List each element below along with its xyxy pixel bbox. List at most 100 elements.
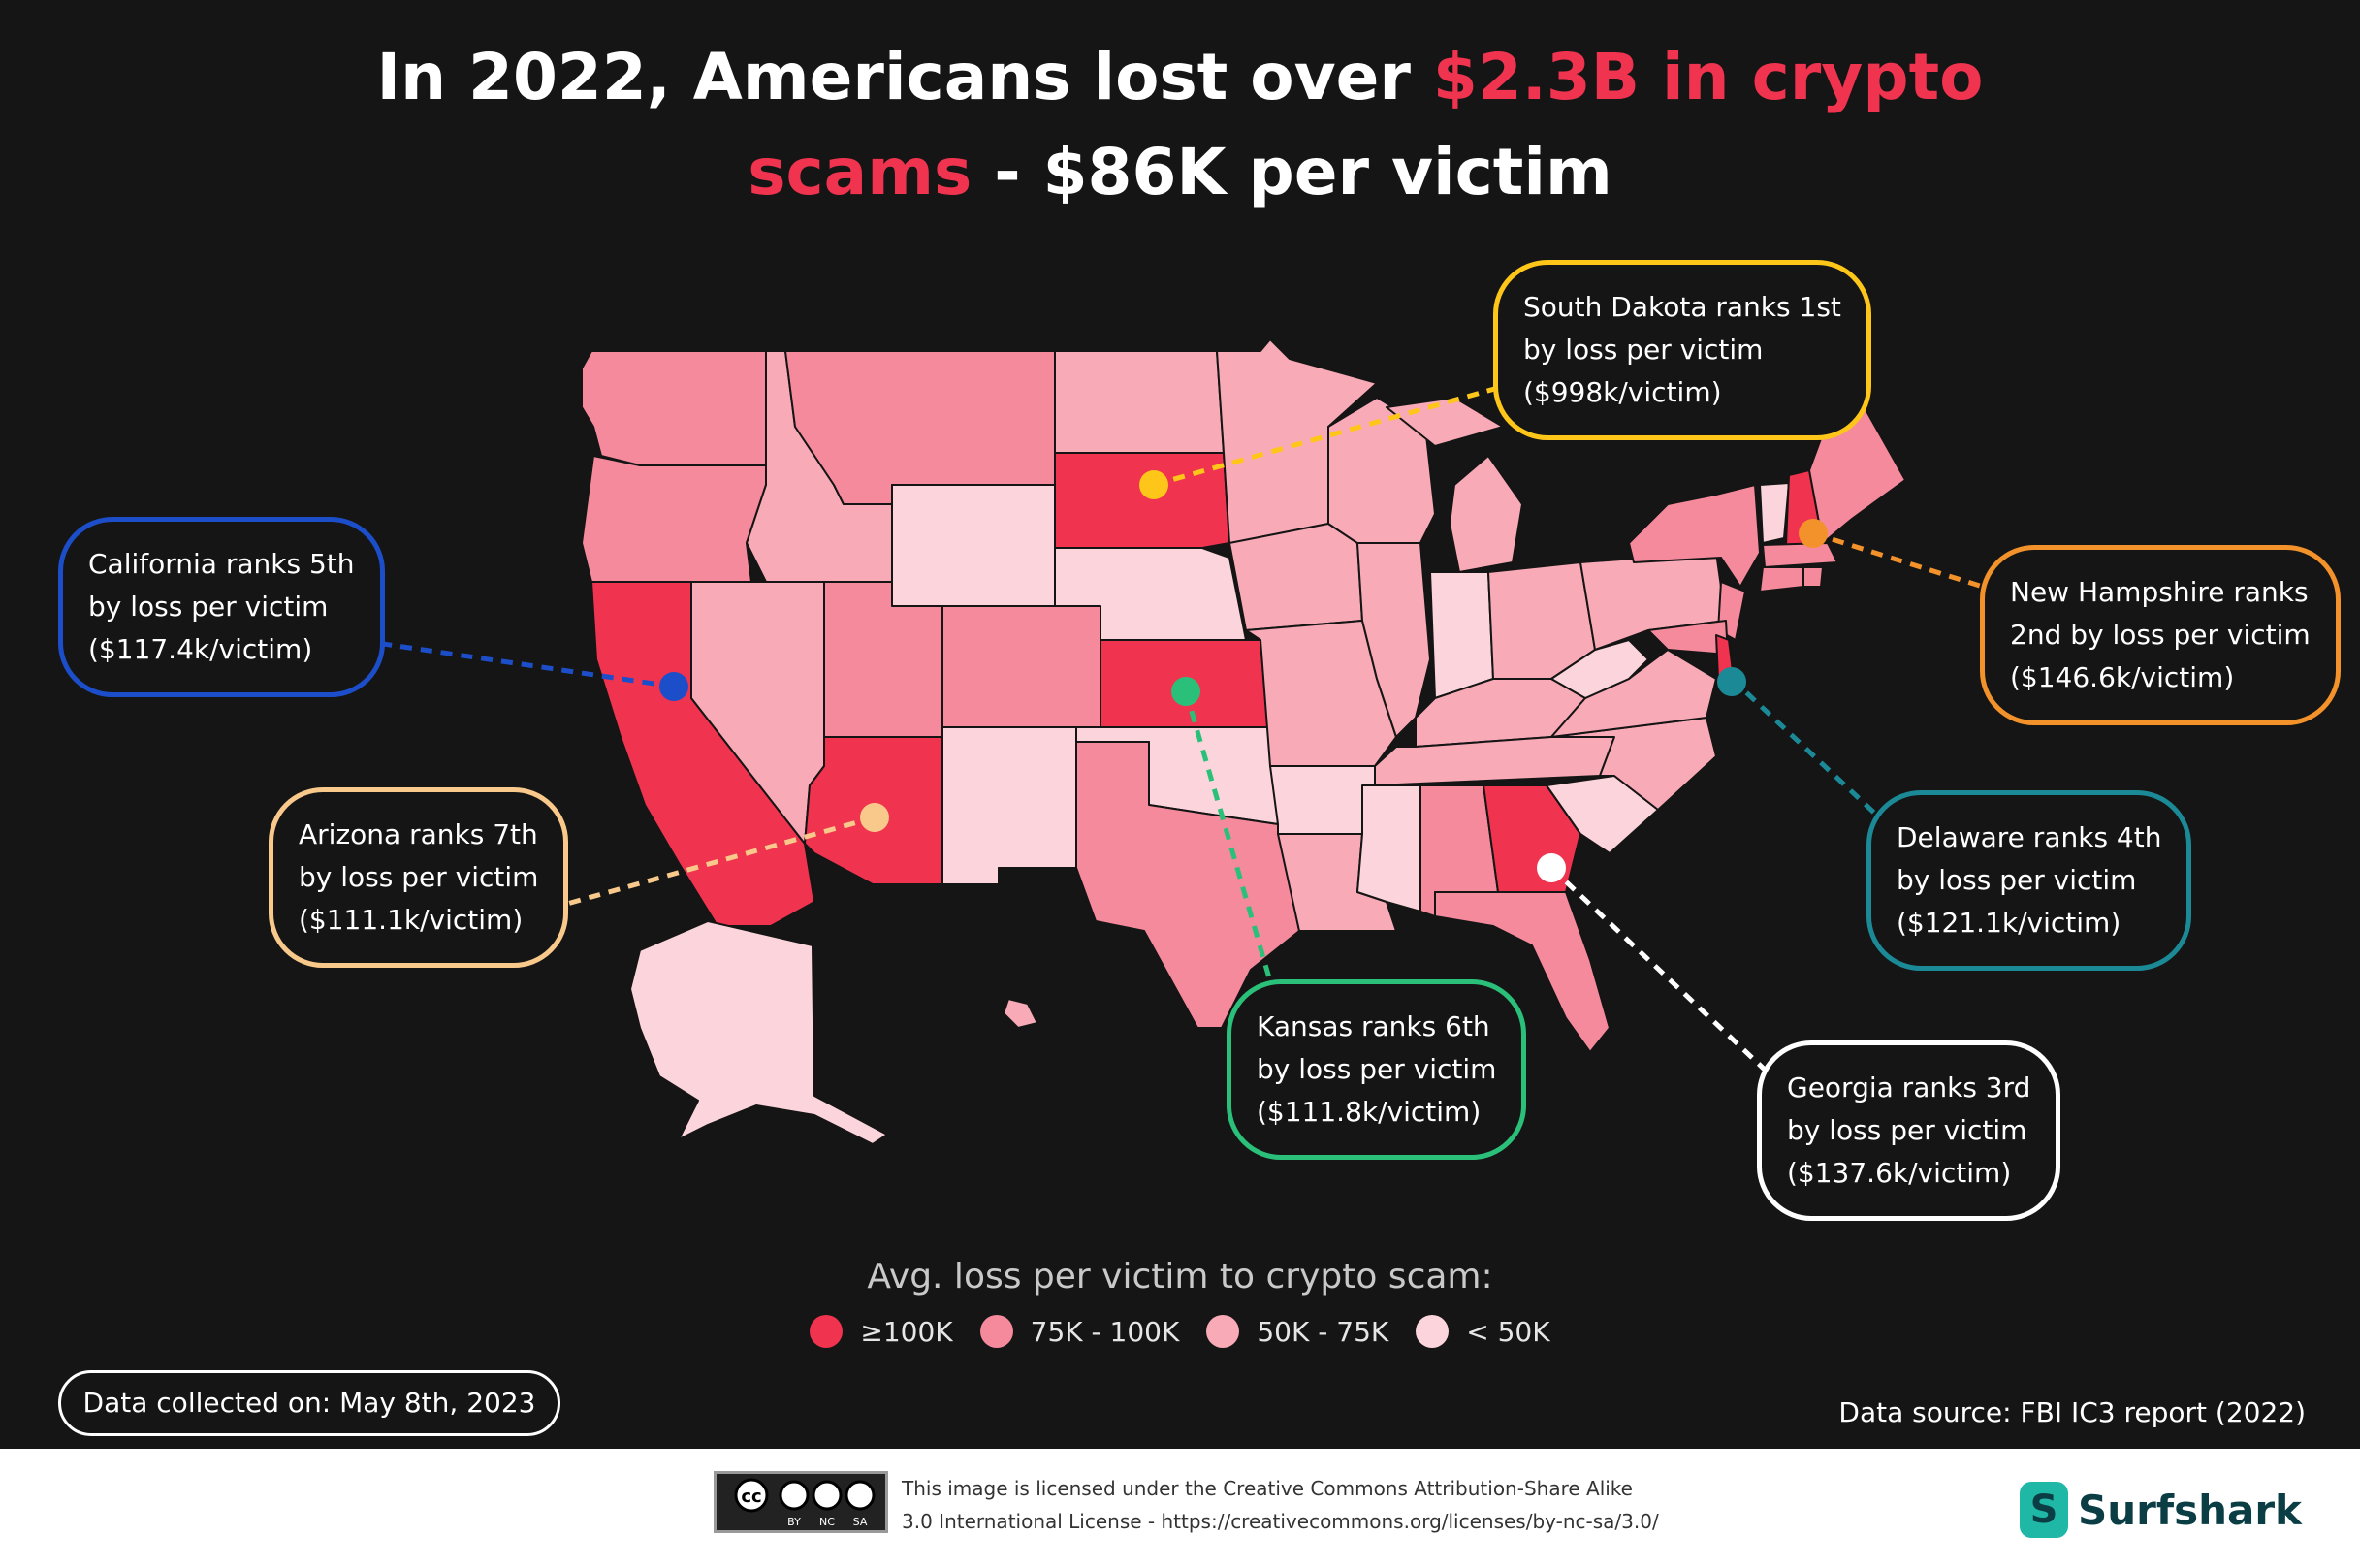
callout-delaware-line-3: ($121.1k/victim): [1897, 907, 2121, 939]
callout-south-dakota-line-1: South Dakota ranks 1st: [1523, 291, 1841, 323]
data-source: Data source: FBI IC3 report (2022): [1838, 1396, 2306, 1428]
callout-kansas: Kansas ranks 6th by loss per victim ($11…: [1227, 979, 1527, 1160]
leader-arizona: [566, 815, 876, 907]
legend-item: 75K - 100K: [979, 1315, 1180, 1348]
surfshark-logo: S Surfshark: [2019, 1482, 2302, 1538]
state-connecticut: [1759, 566, 1804, 592]
marker-california: [659, 672, 688, 701]
callout-south-dakota: South Dakota ranks 1st by loss per victi…: [1493, 260, 1871, 440]
state-oregon: [581, 455, 767, 583]
state-massachusetts: [1762, 542, 1838, 568]
leader-georgia: [1549, 866, 1767, 1072]
us-choropleth-map: [356, 338, 1984, 1145]
callout-georgia-line-1: Georgia ranks 3rd: [1787, 1072, 2031, 1104]
legend: ≥100K 75K - 100K 50K - 75K < 50K: [0, 1315, 2360, 1348]
callout-delaware-line-1: Delaware ranks 4th: [1897, 821, 2162, 853]
legend-title: Avg. loss per victim to crypto scam:: [867, 1257, 1493, 1296]
legend-item: 50K - 75K: [1206, 1315, 1388, 1348]
title-line-2-accent: scams: [748, 135, 973, 209]
state-mississippi: [1356, 784, 1421, 912]
state-arkansas: [1269, 765, 1376, 835]
leader-california: [356, 637, 675, 689]
state-washington: [581, 350, 767, 466]
callout-california: California ranks 5th by loss per victim …: [58, 517, 385, 697]
state-wyoming: [891, 484, 1056, 607]
callout-kansas-line-3: ($111.8k/victim): [1257, 1096, 1482, 1128]
title-line-1-prefix: In 2022, Americans lost over: [376, 40, 1433, 114]
surfshark-logo-text: Surfshark: [2077, 1486, 2302, 1534]
callout-new-hampshire: New Hampshire ranks 2nd by loss per vict…: [1980, 545, 2341, 725]
state-tennessee: [1374, 736, 1615, 786]
state-wisconsin: [1327, 397, 1436, 554]
license-text-line-1: This image is licensed under the Creativ…: [902, 1477, 1633, 1500]
state-vermont: [1759, 482, 1790, 544]
state-indiana: [1429, 571, 1494, 699]
marker-delaware: [1717, 667, 1746, 696]
legend-label: ≥100K: [860, 1315, 953, 1348]
title-line-1: In 2022, Americans lost over $2.3B in cr…: [0, 31, 2360, 124]
legend-label: < 50K: [1466, 1315, 1550, 1348]
legend-item: < 50K: [1416, 1315, 1550, 1348]
legend-swatch-lt50k: [1416, 1315, 1450, 1348]
callout-arizona-line-3: ($111.1k/victim): [299, 904, 524, 936]
cc-sa-label: SA: [853, 1516, 868, 1528]
legend-label: 75K - 100K: [1030, 1315, 1180, 1348]
state-texas: [998, 741, 1300, 1029]
callout-new-hampshire-line-1: New Hampshire ranks: [2010, 576, 2309, 608]
callout-georgia-line-2: by loss per victim: [1787, 1114, 2027, 1146]
leader-new-hampshire: [1812, 530, 1984, 590]
marker-georgia: [1537, 853, 1566, 882]
title-line-2: scams - $86K per victim: [0, 126, 2360, 219]
legend-swatch-75-100k: [979, 1315, 1013, 1348]
callout-delaware-line-2: by loss per victim: [1897, 864, 2137, 896]
state-florida: [1434, 891, 1611, 1053]
state-utah: [823, 581, 943, 738]
surfshark-logo-icon: S: [2019, 1482, 2068, 1538]
state-colorado: [941, 605, 1101, 728]
title-line-2-suffix: - $86K per victim: [972, 135, 1612, 209]
state-north-carolina: [1550, 717, 1717, 811]
license-text-line-2: 3.0 International License - https://crea…: [902, 1510, 1659, 1533]
state-south-carolina: [1546, 775, 1659, 854]
legend-item: ≥100K: [810, 1315, 953, 1348]
state-south-dakota: [1054, 452, 1230, 549]
state-minnesota: [1216, 338, 1378, 544]
callout-arizona: Arizona ranks 7th by loss per victim ($1…: [269, 787, 569, 968]
state-illinois: [1356, 542, 1431, 738]
svg-text:cc: cc: [741, 1487, 761, 1507]
callout-delaware: Delaware ranks 4th by loss per victim ($…: [1866, 790, 2192, 971]
callout-georgia-line-3: ($137.6k/victim): [1787, 1157, 2012, 1189]
callout-south-dakota-line-3: ($998k/victim): [1523, 376, 1722, 408]
state-hawaii: [1003, 998, 1038, 1029]
cc-by-label: BY: [787, 1516, 801, 1528]
state-michigan: [1449, 455, 1523, 573]
state-alaska: [629, 920, 888, 1145]
cc-nc-label: NC: [819, 1516, 835, 1528]
title-line-1-accent: $2.3B in crypto: [1432, 40, 1984, 114]
callout-georgia: Georgia ranks 3rd by loss per victim ($1…: [1757, 1040, 2061, 1221]
callout-arizona-line-2: by loss per victim: [299, 861, 539, 893]
state-new-york: [1628, 484, 1761, 588]
state-iowa: [1228, 523, 1363, 631]
marker-kansas: [1171, 677, 1200, 706]
callout-new-hampshire-line-3: ($146.6k/victim): [2010, 661, 2235, 693]
callout-california-line-3: ($117.4k/victim): [88, 633, 313, 665]
leader-kansas: [1183, 690, 1273, 982]
state-new-mexico: [941, 726, 1077, 885]
callout-arizona-line-1: Arizona ranks 7th: [299, 818, 538, 850]
legend-label: 50K - 75K: [1257, 1315, 1389, 1348]
legend-swatch-ge100k: [810, 1315, 844, 1348]
callout-new-hampshire-line-2: 2nd by loss per victim: [2010, 619, 2311, 651]
callout-california-line-1: California ranks 5th: [88, 548, 355, 580]
data-collected-badge: Data collected on: May 8th, 2023: [58, 1370, 560, 1436]
cc-license-badge: cc BY NC SA: [714, 1471, 888, 1533]
leader-delaware: [1730, 677, 1878, 816]
marker-arizona: [860, 803, 889, 832]
marker-south-dakota: [1139, 470, 1168, 499]
callout-kansas-line-1: Kansas ranks 6th: [1257, 1010, 1490, 1042]
state-rhode-island: [1802, 566, 1824, 588]
legend-swatch-50-75k: [1206, 1315, 1240, 1348]
callout-south-dakota-line-2: by loss per victim: [1523, 334, 1764, 366]
cc-license-icons: cc BY NC SA: [734, 1478, 876, 1528]
